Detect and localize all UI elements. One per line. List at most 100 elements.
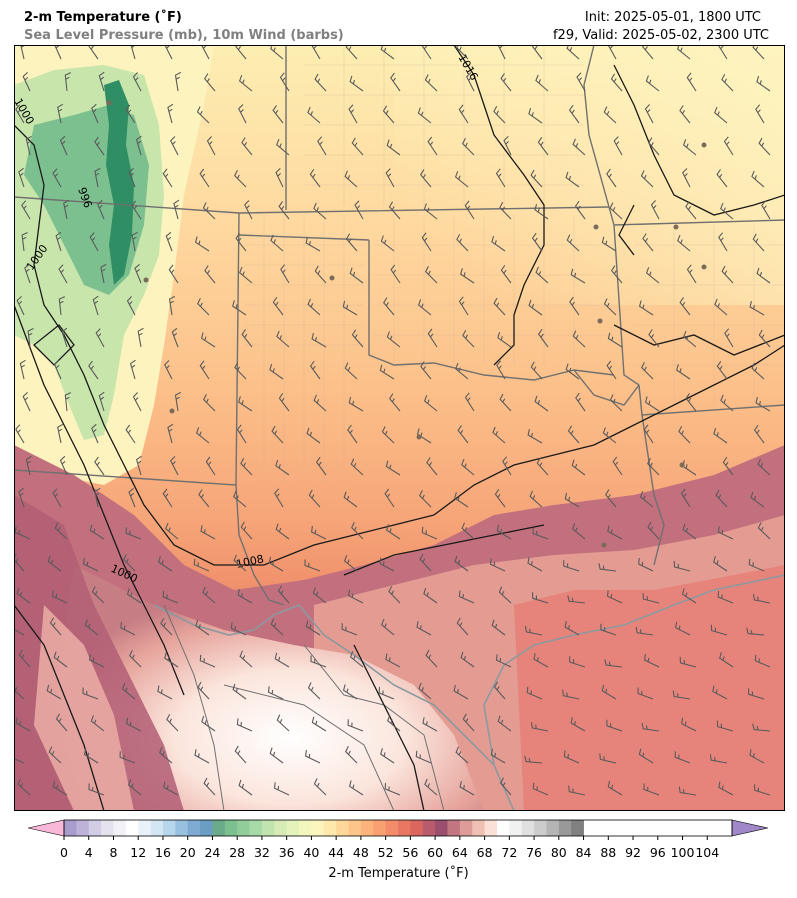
wind-barb — [387, 714, 401, 732]
wind-barb — [714, 106, 728, 124]
wind-barb — [421, 232, 432, 252]
wind-barb — [307, 106, 321, 124]
wind-barb — [456, 617, 469, 636]
wind-barb — [489, 558, 506, 572]
wind-barb — [723, 136, 734, 156]
wind-barb — [89, 232, 99, 252]
wind-barb — [386, 139, 401, 156]
wind-barb — [679, 105, 691, 124]
wind-barb — [314, 265, 327, 284]
wind-barb — [238, 75, 253, 92]
colorbar-boxes — [64, 820, 584, 836]
wind-barb — [462, 329, 475, 348]
wind-barb — [534, 395, 549, 412]
colorbar-box — [299, 820, 312, 836]
wind-barb — [524, 625, 543, 636]
colorbar-under-arrow — [28, 819, 65, 837]
wind-barb — [48, 746, 62, 764]
wind-barb — [642, 233, 654, 252]
wind-barb — [239, 650, 253, 668]
wind-barb — [645, 75, 660, 92]
wind-barb — [648, 137, 660, 156]
wind-barb — [168, 295, 176, 316]
wind-barb — [753, 424, 765, 444]
wind-barb — [46, 684, 62, 700]
wind-barb — [601, 684, 617, 700]
wind-barb — [314, 73, 327, 92]
wind-barb — [499, 201, 512, 220]
colorbar-box — [336, 820, 349, 836]
wind-barb — [425, 266, 438, 284]
colorbar-box — [472, 820, 485, 836]
wind-barb — [676, 364, 691, 380]
wind-barb — [84, 619, 99, 636]
wind-barb — [269, 363, 284, 380]
wind-barb — [53, 359, 62, 380]
wind-barb — [601, 236, 617, 252]
wind-barb — [563, 560, 580, 572]
wind-barb — [638, 557, 654, 572]
wind-barb — [682, 523, 697, 540]
wind-barb — [571, 459, 586, 476]
colorbar-box — [558, 820, 572, 836]
wind-barb — [603, 298, 617, 316]
wind-barb — [313, 202, 327, 220]
colorbar-box — [113, 820, 127, 836]
wind-barb — [532, 592, 549, 604]
wind-barb — [202, 202, 216, 220]
wind-barb — [344, 362, 358, 380]
wind-barb — [681, 588, 697, 604]
wind-barb — [565, 363, 580, 380]
wind-barb — [278, 201, 290, 220]
colorbar-box — [398, 820, 411, 836]
wind-barb — [234, 170, 247, 188]
wind-barb — [171, 327, 179, 348]
wind-barb — [197, 298, 210, 316]
wind-barb — [674, 751, 691, 764]
wind-barb — [686, 72, 697, 92]
wind-barb — [746, 627, 765, 636]
border-rivers — [153, 574, 785, 811]
wind-barb — [566, 234, 580, 252]
map-title: 2-m Temperature (˚F) — [24, 10, 182, 25]
wind-barb — [121, 683, 136, 700]
wind-barb — [491, 235, 506, 252]
colorbar-box — [187, 820, 201, 836]
wind-barb — [230, 622, 247, 636]
colorbar-box — [237, 820, 250, 836]
wind-barb — [641, 362, 654, 380]
wind-barb — [311, 332, 327, 348]
wind-barb — [307, 682, 321, 700]
wind-barb — [275, 459, 290, 476]
wind-barb — [602, 427, 617, 444]
wind-barb — [527, 428, 543, 444]
wind-barb — [91, 423, 99, 444]
wind-barb — [239, 266, 253, 284]
wind-barb — [750, 491, 765, 508]
wind-barb — [466, 72, 475, 92]
wind-barb — [348, 780, 364, 796]
wind-barb — [721, 73, 734, 92]
wind-barb — [722, 456, 734, 476]
wind-barb — [90, 715, 105, 732]
wind-barb — [205, 456, 216, 476]
wind-barb — [635, 626, 654, 636]
wind-barb — [14, 682, 25, 700]
wind-barb — [458, 104, 469, 124]
wind-barb — [347, 424, 358, 444]
wind-barb — [717, 526, 734, 540]
colorbar-tick-label: 24 — [204, 845, 220, 860]
wind-barb — [455, 362, 469, 380]
wind-barb — [712, 685, 728, 700]
wind-barb — [311, 525, 327, 540]
wind-barb — [162, 590, 179, 604]
wind-barb — [680, 488, 691, 508]
wind-barb — [232, 300, 247, 316]
wind-barb — [389, 393, 401, 412]
gulf-water — [514, 565, 785, 811]
wind-barb — [54, 522, 68, 540]
wind-barb — [135, 135, 142, 156]
wind-barb — [204, 73, 216, 92]
wind-barb — [238, 396, 253, 412]
wind-barb — [125, 104, 136, 124]
